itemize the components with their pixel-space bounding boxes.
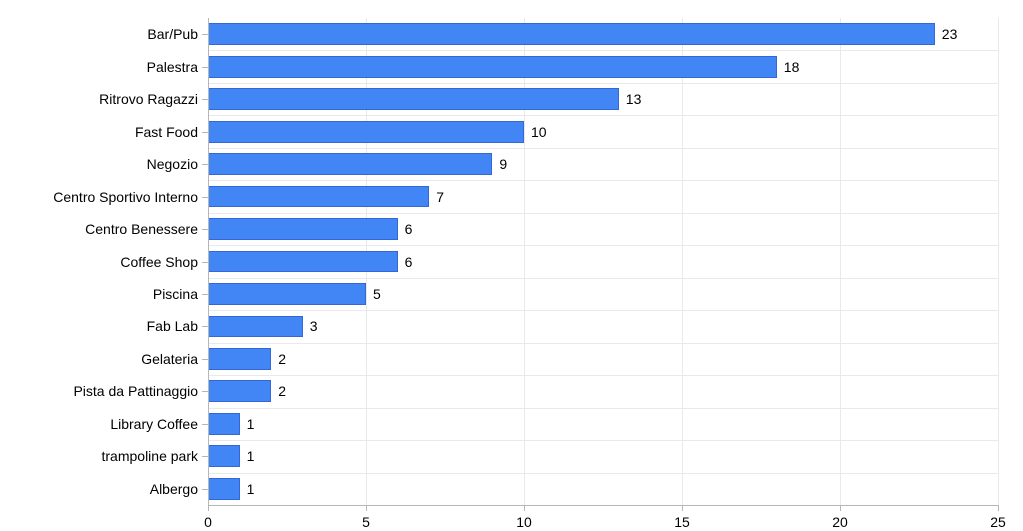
grid-v	[682, 18, 683, 505]
grid-h	[208, 278, 998, 279]
grid-h	[208, 343, 998, 344]
x-axis-label: 15	[674, 514, 690, 530]
grid-h	[208, 180, 998, 181]
y-axis-tick	[202, 197, 208, 198]
y-axis-label: Centro Sportivo Interno	[53, 189, 198, 205]
x-axis-tick	[366, 505, 367, 511]
x-axis-label: 5	[362, 514, 370, 530]
y-axis-tick	[202, 262, 208, 263]
bar	[208, 186, 429, 208]
grid-h	[208, 148, 998, 149]
bar	[208, 121, 524, 143]
y-axis-label: Pista da Pattinaggio	[73, 383, 198, 399]
grid-h	[208, 213, 998, 214]
y-axis-tick	[202, 359, 208, 360]
grid-h	[208, 245, 998, 246]
y-axis-label: Palestra	[147, 59, 198, 75]
baseline	[208, 18, 209, 505]
value-label: 6	[405, 254, 413, 270]
grid-h	[208, 115, 998, 116]
x-axis-label: 25	[990, 514, 1006, 530]
x-axis-tick	[524, 505, 525, 511]
value-label: 6	[405, 221, 413, 237]
value-label: 7	[436, 189, 444, 205]
plot-area: 23 18 13 10 9 7 6 6 5 3 2 2 1 1 1	[208, 18, 998, 505]
value-label: 5	[373, 286, 381, 302]
y-axis-label: Fast Food	[135, 124, 198, 140]
x-axis-line	[208, 505, 998, 506]
bar	[208, 478, 240, 500]
bar	[208, 380, 271, 402]
y-axis-label: Library Coffee	[110, 416, 198, 432]
grid-h	[208, 83, 998, 84]
value-label: 23	[942, 26, 958, 42]
value-label: 1	[247, 448, 255, 464]
y-axis-tick	[202, 424, 208, 425]
bar	[208, 153, 492, 175]
x-axis-label: 20	[832, 514, 848, 530]
x-axis-tick	[840, 505, 841, 511]
y-axis-tick	[202, 489, 208, 490]
bar	[208, 413, 240, 435]
x-axis-tick	[998, 505, 999, 511]
value-label: 1	[247, 416, 255, 432]
bar	[208, 316, 303, 338]
bar	[208, 218, 398, 240]
y-axis-label: Albergo	[150, 481, 198, 497]
y-axis-label: Piscina	[153, 286, 198, 302]
grid-h	[208, 473, 998, 474]
y-axis-tick	[202, 67, 208, 68]
chart-container: 23 18 13 10 9 7 6 6 5 3 2 2 1 1 1 Bar/Pub Palestra Ritro…	[0, 0, 1023, 531]
y-axis-label: Coffee Shop	[120, 254, 198, 270]
bar	[208, 251, 398, 273]
y-axis-tick	[202, 229, 208, 230]
y-axis-tick	[202, 132, 208, 133]
y-axis-label: Ritrovo Ragazzi	[99, 91, 198, 107]
grid-h	[208, 440, 998, 441]
value-label: 2	[278, 351, 286, 367]
y-axis-tick	[202, 326, 208, 327]
grid-h	[208, 408, 998, 409]
y-axis-label: trampoline park	[102, 448, 199, 464]
value-label: 13	[626, 91, 642, 107]
x-axis-tick	[208, 505, 209, 511]
grid-h	[208, 310, 998, 311]
y-axis-tick	[202, 34, 208, 35]
y-axis-label: Fab Lab	[147, 318, 198, 334]
y-axis-label: Gelateria	[141, 351, 198, 367]
y-axis-label: Bar/Pub	[147, 26, 198, 42]
y-axis-tick	[202, 294, 208, 295]
bar	[208, 56, 777, 78]
y-axis-tick	[202, 391, 208, 392]
value-label: 1	[247, 481, 255, 497]
grid-v	[840, 18, 841, 505]
y-axis-tick	[202, 456, 208, 457]
x-axis-label: 0	[204, 514, 212, 530]
x-axis-tick	[682, 505, 683, 511]
y-axis-label: Negozio	[147, 156, 198, 172]
bar	[208, 445, 240, 467]
value-label: 2	[278, 383, 286, 399]
bar	[208, 88, 619, 110]
grid-v	[998, 18, 999, 505]
value-label: 9	[499, 156, 507, 172]
y-axis-tick	[202, 164, 208, 165]
bar	[208, 283, 366, 305]
x-axis-label: 10	[516, 514, 532, 530]
grid-h	[208, 375, 998, 376]
value-label: 10	[531, 124, 547, 140]
bar	[208, 23, 935, 45]
y-axis-label: Centro Benessere	[85, 221, 198, 237]
y-axis-tick	[202, 99, 208, 100]
value-label: 3	[310, 318, 318, 334]
grid-h	[208, 50, 998, 51]
bar	[208, 348, 271, 370]
value-label: 18	[784, 59, 800, 75]
